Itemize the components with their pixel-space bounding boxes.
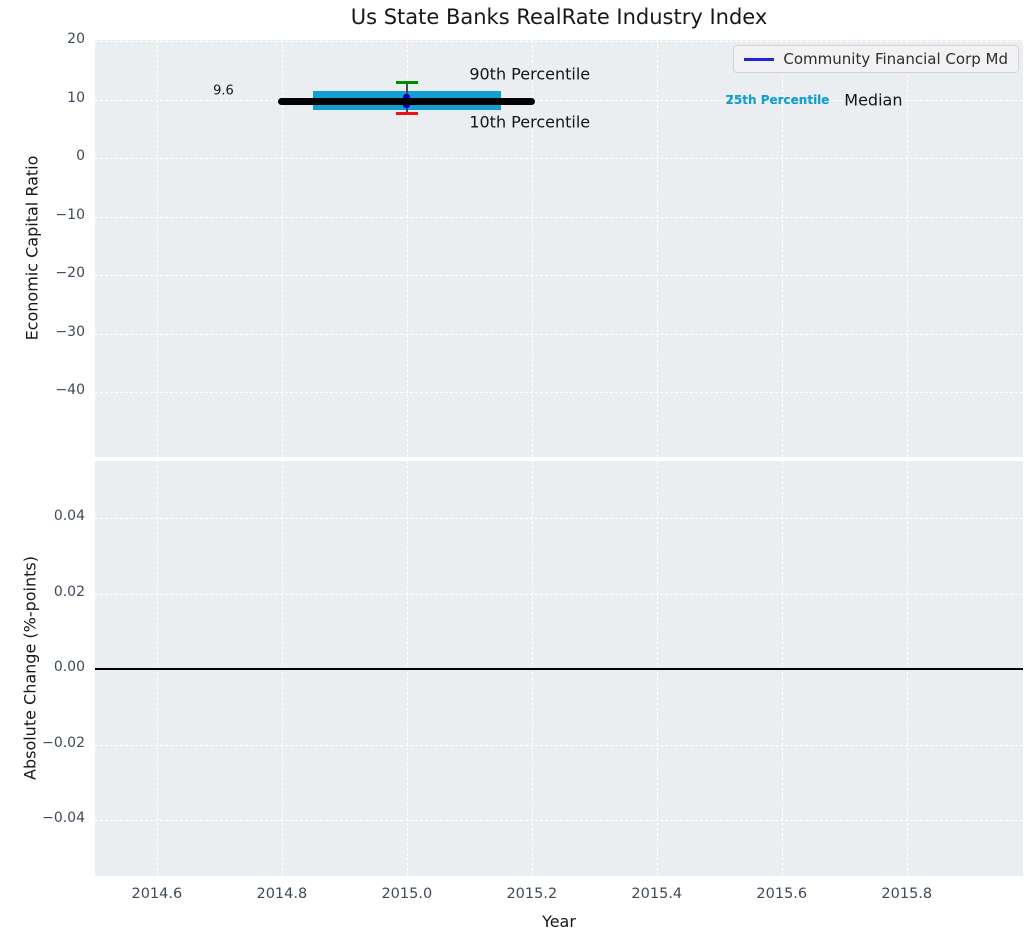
gridline-horizontal [95, 275, 1023, 277]
gridline-horizontal [95, 99, 1023, 101]
gridline-vertical [281, 40, 283, 457]
x-tick-label: 2015.0 [381, 886, 433, 902]
x-tick-label: 2014.6 [131, 886, 183, 902]
y-tick-label: −30 [55, 323, 85, 340]
y-tick-label: 20 [67, 31, 85, 48]
x-axis-label: Year [542, 912, 576, 931]
x-tick-label: 2015.6 [756, 886, 808, 902]
median-line [278, 98, 536, 106]
y-tick-label: 0.04 [53, 508, 85, 525]
y-tick-label: −0.04 [42, 810, 85, 827]
gridline-horizontal [95, 744, 1023, 746]
gridline-vertical [531, 40, 533, 457]
chart-title: Us State Banks RealRate Industry Index [350, 5, 768, 29]
gridline-horizontal [95, 392, 1023, 394]
gridline-horizontal [95, 820, 1023, 822]
x-tick-label: 2014.8 [256, 886, 308, 902]
annotation-25th-percentile: 25th Percentile [725, 93, 830, 108]
gridline-vertical [906, 40, 908, 457]
y-tick-label: −10 [55, 206, 85, 223]
y-tick-label: 0.02 [53, 583, 85, 600]
y-tick-label: 10 [67, 89, 85, 106]
x-tick-label: 2015.8 [881, 886, 933, 902]
gridline-horizontal [95, 518, 1023, 520]
x-tick-label: 2015.4 [631, 886, 683, 902]
gridline-horizontal [95, 333, 1023, 335]
y-tick-label: 0.00 [53, 659, 85, 676]
annotation-9.6: 9.6 [213, 83, 234, 99]
y-axis-label-top: Economic Capital Ratio [22, 155, 42, 341]
top-axes-panel: Community Financial Corp Md [95, 40, 1023, 457]
gridline-horizontal [95, 158, 1023, 160]
legend: Community Financial Corp Md [733, 45, 1019, 73]
gridline-horizontal [95, 216, 1023, 218]
annotation-median: Median [844, 90, 903, 110]
whisker-cap-10th [395, 112, 418, 116]
x-tick-label: 2015.2 [506, 886, 558, 902]
annotation-75th-percentile: 75th Percentile [725, 93, 830, 108]
y-tick-label: −20 [55, 265, 85, 282]
annotation-10th-percentile: 10th Percentile [469, 112, 591, 132]
y-tick-label: 0 [76, 148, 85, 165]
legend-label: Community Financial Corp Md [783, 50, 1008, 68]
annotation-90th-percentile: 90th Percentile [469, 64, 591, 84]
gridline-horizontal [95, 593, 1023, 595]
gridline-vertical [406, 40, 408, 457]
gridline-vertical [781, 40, 783, 457]
whisker-cap-90th [395, 81, 418, 85]
zero-line [95, 668, 1023, 671]
legend-line-sample [744, 57, 775, 61]
gridline-vertical [656, 40, 658, 457]
gridline-vertical [156, 40, 158, 457]
y-tick-label: −0.02 [42, 734, 85, 751]
y-tick-label: −40 [55, 382, 85, 399]
gridline-horizontal [95, 41, 1023, 43]
